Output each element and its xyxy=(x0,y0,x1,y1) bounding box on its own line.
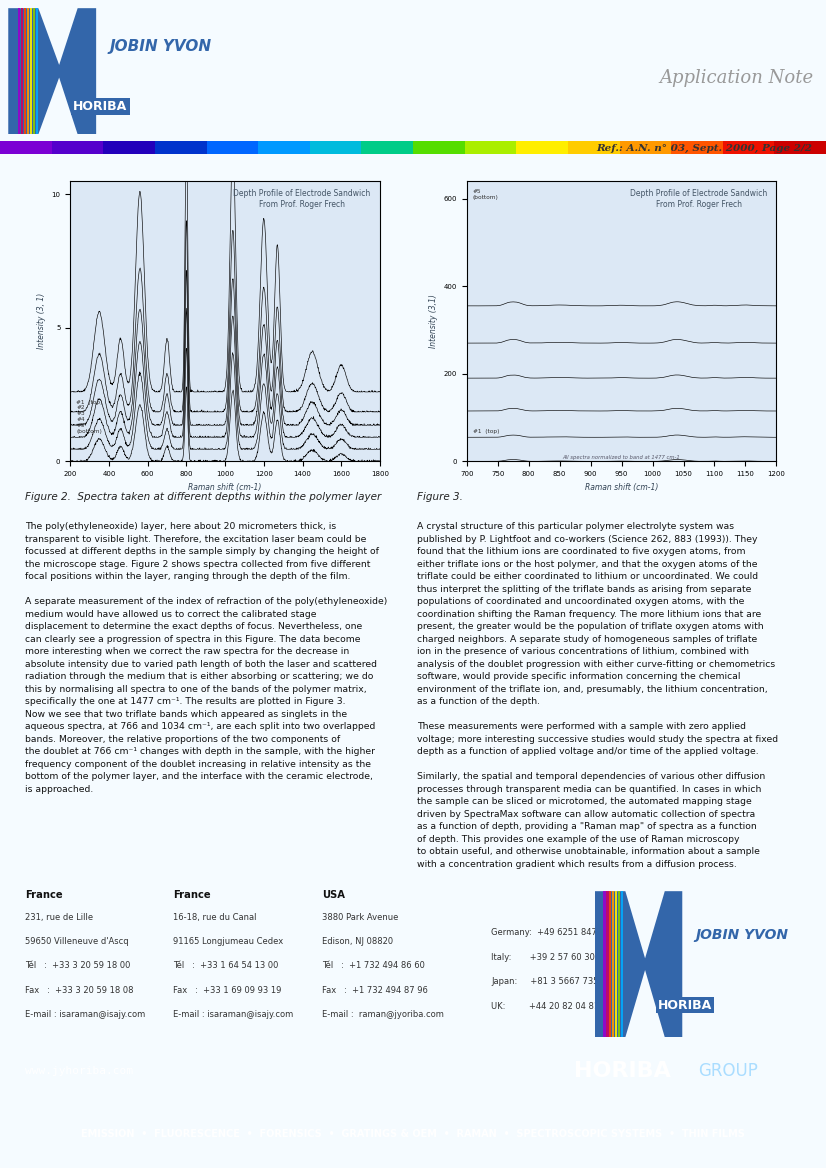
Polygon shape xyxy=(609,891,611,1037)
Bar xyxy=(671,141,723,154)
Polygon shape xyxy=(21,8,23,134)
Text: All spectra normalized to band at 1477 cm-1: All spectra normalized to band at 1477 c… xyxy=(563,454,681,459)
Text: Edison, NJ 08820: Edison, NJ 08820 xyxy=(322,937,393,946)
Polygon shape xyxy=(615,891,617,1037)
Text: HORIBA: HORIBA xyxy=(73,100,127,113)
Text: A crystal structure of this particular polymer electrolyte system was
published : A crystal structure of this particular p… xyxy=(417,522,778,869)
Bar xyxy=(103,141,155,154)
Text: JOBIN YVON: JOBIN YVON xyxy=(695,929,788,941)
Polygon shape xyxy=(612,891,615,1037)
Text: EMISSION  •  FLUORESCENCE  •  FORENSICS  •  GRATINGS & OEM  •  RAMAN  •  SPECTRO: EMISSION • FLUORESCENCE • FORENSICS • GR… xyxy=(81,1129,745,1139)
Bar xyxy=(51,141,103,154)
Text: Italy:       +39 2 57 60 30 50: Italy: +39 2 57 60 30 50 xyxy=(491,953,609,961)
Bar xyxy=(206,141,258,154)
Polygon shape xyxy=(604,891,605,1037)
Text: Tél   :  +1 732 494 86 60: Tél : +1 732 494 86 60 xyxy=(322,961,425,971)
Text: GROUP: GROUP xyxy=(698,1062,757,1080)
Bar xyxy=(620,141,671,154)
Text: E-mail : isaraman@isajy.com: E-mail : isaraman@isajy.com xyxy=(173,1010,294,1020)
Bar xyxy=(723,141,775,154)
Text: Depth Profile of Electrode Sandwich
From Prof. Roger Frech: Depth Profile of Electrode Sandwich From… xyxy=(630,189,767,209)
Bar xyxy=(464,141,516,154)
X-axis label: Raman shift (cm-1): Raman shift (cm-1) xyxy=(585,482,658,492)
Text: Fax   :  +33 1 69 09 93 19: Fax : +33 1 69 09 93 19 xyxy=(173,986,282,995)
Polygon shape xyxy=(32,8,35,134)
Text: #5
(bottom): #5 (bottom) xyxy=(472,189,499,200)
Text: Fax   :  +33 3 20 59 18 08: Fax : +33 3 20 59 18 08 xyxy=(25,986,133,995)
Bar xyxy=(568,141,620,154)
Text: JOBIN YVON: JOBIN YVON xyxy=(110,39,212,54)
Polygon shape xyxy=(620,891,623,1037)
Polygon shape xyxy=(26,8,29,134)
Text: 16-18, rue du Canal: 16-18, rue du Canal xyxy=(173,912,257,922)
Text: Germany:  +49 6251 84750: Germany: +49 6251 84750 xyxy=(491,929,608,938)
Text: Application Note: Application Note xyxy=(660,69,814,86)
Text: HORIBA: HORIBA xyxy=(574,1061,671,1082)
Polygon shape xyxy=(23,8,26,134)
Y-axis label: Intensity (3,1): Intensity (3,1) xyxy=(429,294,438,348)
Text: E-mail : isaraman@isajy.com: E-mail : isaraman@isajy.com xyxy=(25,1010,145,1020)
Text: HORIBA: HORIBA xyxy=(658,999,713,1011)
Y-axis label: Intensity (3, 1): Intensity (3, 1) xyxy=(37,293,46,349)
Bar xyxy=(362,141,413,154)
Polygon shape xyxy=(36,8,38,134)
Bar xyxy=(775,141,826,154)
Text: E-mail :  raman@jyoriba.com: E-mail : raman@jyoriba.com xyxy=(322,1010,444,1020)
Text: 3880 Park Avenue: 3880 Park Avenue xyxy=(322,912,398,922)
Text: UK:         +44 20 82 04 81 42: UK: +44 20 82 04 81 42 xyxy=(491,1002,613,1010)
Text: USA: USA xyxy=(322,890,345,901)
Text: The poly(ethyleneoxide) layer, here about 20 micrometers thick, is
transparent t: The poly(ethyleneoxide) layer, here abou… xyxy=(25,522,387,793)
Polygon shape xyxy=(595,891,682,1037)
X-axis label: Raman shift (cm-1): Raman shift (cm-1) xyxy=(188,482,262,492)
Bar xyxy=(516,141,568,154)
Text: France: France xyxy=(173,890,211,901)
Polygon shape xyxy=(8,8,96,134)
Polygon shape xyxy=(30,8,32,134)
Polygon shape xyxy=(618,891,620,1037)
Text: Tél   :  +33 1 64 54 13 00: Tél : +33 1 64 54 13 00 xyxy=(173,961,279,971)
Text: France: France xyxy=(25,890,63,901)
Text: 59650 Villeneuve d'Ascq: 59650 Villeneuve d'Ascq xyxy=(25,937,128,946)
Text: Figure 2.  Spectra taken at different depths within the polymer layer: Figure 2. Spectra taken at different dep… xyxy=(25,492,381,502)
Bar xyxy=(310,141,362,154)
Text: Japan:     +81 3 5667 7351: Japan: +81 3 5667 7351 xyxy=(491,978,605,986)
Bar xyxy=(155,141,206,154)
Text: www.jyhoriba.com: www.jyhoriba.com xyxy=(25,1066,133,1076)
Bar xyxy=(258,141,310,154)
Text: #1  (top)
#2
#3
#4
#5
(bottom): #1 (top) #2 #3 #4 #5 (bottom) xyxy=(76,399,103,433)
Text: 91165 Longjumeau Cedex: 91165 Longjumeau Cedex xyxy=(173,937,283,946)
Polygon shape xyxy=(17,8,20,134)
Text: Tél   :  +33 3 20 59 18 00: Tél : +33 3 20 59 18 00 xyxy=(25,961,131,971)
Text: Fax   :  +1 732 494 87 96: Fax : +1 732 494 87 96 xyxy=(322,986,428,995)
Text: Figure 3.: Figure 3. xyxy=(417,492,463,502)
Bar xyxy=(0,141,51,154)
Text: Ref.: A.N. n° 03, Sept. 2000, Page 2/2: Ref.: A.N. n° 03, Sept. 2000, Page 2/2 xyxy=(596,144,813,153)
Text: 231, rue de Lille: 231, rue de Lille xyxy=(25,912,93,922)
Text: #1  (top): #1 (top) xyxy=(472,430,500,434)
Bar xyxy=(413,141,464,154)
Text: Depth Profile of Electrode Sandwich
From Prof. Roger Frech: Depth Profile of Electrode Sandwich From… xyxy=(234,189,371,209)
Polygon shape xyxy=(606,891,609,1037)
